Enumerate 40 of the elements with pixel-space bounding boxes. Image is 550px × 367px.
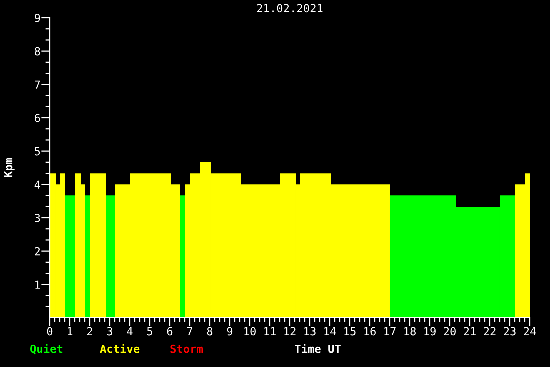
y-tick-label: 7: [35, 80, 40, 89]
x-tick-label: 10: [244, 327, 256, 336]
x-tick-label: 14: [324, 327, 336, 336]
x-tick-label: 15: [344, 327, 356, 336]
x-tick-label: 24: [524, 327, 536, 336]
x-tick-label: 16: [364, 327, 376, 336]
x-tick-label: 21: [464, 327, 476, 336]
x-tick-label: 22: [484, 327, 496, 336]
y-tick-label: 6: [35, 114, 40, 122]
x-tick-label: 12: [284, 327, 296, 336]
y-tick-label: 3: [35, 214, 40, 222]
x-tick-label: 4: [127, 327, 133, 336]
y-tick-label: 9: [34, 14, 40, 22]
x-tick-label: 6: [167, 327, 173, 336]
x-tick-label: 1: [68, 327, 73, 336]
x-tick-label: 8: [207, 327, 213, 336]
x-axis-title: Time UT: [295, 344, 341, 354]
y-tick-label: 5: [35, 147, 40, 156]
y-tick-label: 8: [34, 47, 40, 56]
x-tick-label: 5: [147, 327, 152, 336]
text: Storm: [170, 344, 204, 354]
x-tick-label: 0: [47, 327, 53, 336]
x-tick-label: 2: [87, 327, 92, 336]
text: Quiet: [30, 344, 63, 355]
x-tick-label: 7: [187, 327, 193, 336]
y-tick-label: 1: [36, 280, 40, 289]
x-tick-label: 9: [227, 327, 233, 336]
x-tick-label: 3: [107, 327, 113, 336]
x-tick-label: 17: [384, 327, 396, 336]
x-tick-label: 20: [444, 327, 456, 336]
y-axis-title: Kpm: [4, 158, 15, 178]
y-tick-label: 4: [34, 180, 40, 189]
x-tick-label: 13: [304, 327, 316, 336]
y-tick-label: 2: [35, 247, 40, 256]
x-tick-label: 18: [404, 327, 416, 336]
x-tick-label: 11: [264, 327, 276, 336]
x-tick-label: 19: [424, 327, 436, 336]
text: Active: [100, 344, 140, 354]
chart-title: 21.02.2021: [257, 4, 323, 13]
x-tick-label: 23: [504, 327, 516, 336]
